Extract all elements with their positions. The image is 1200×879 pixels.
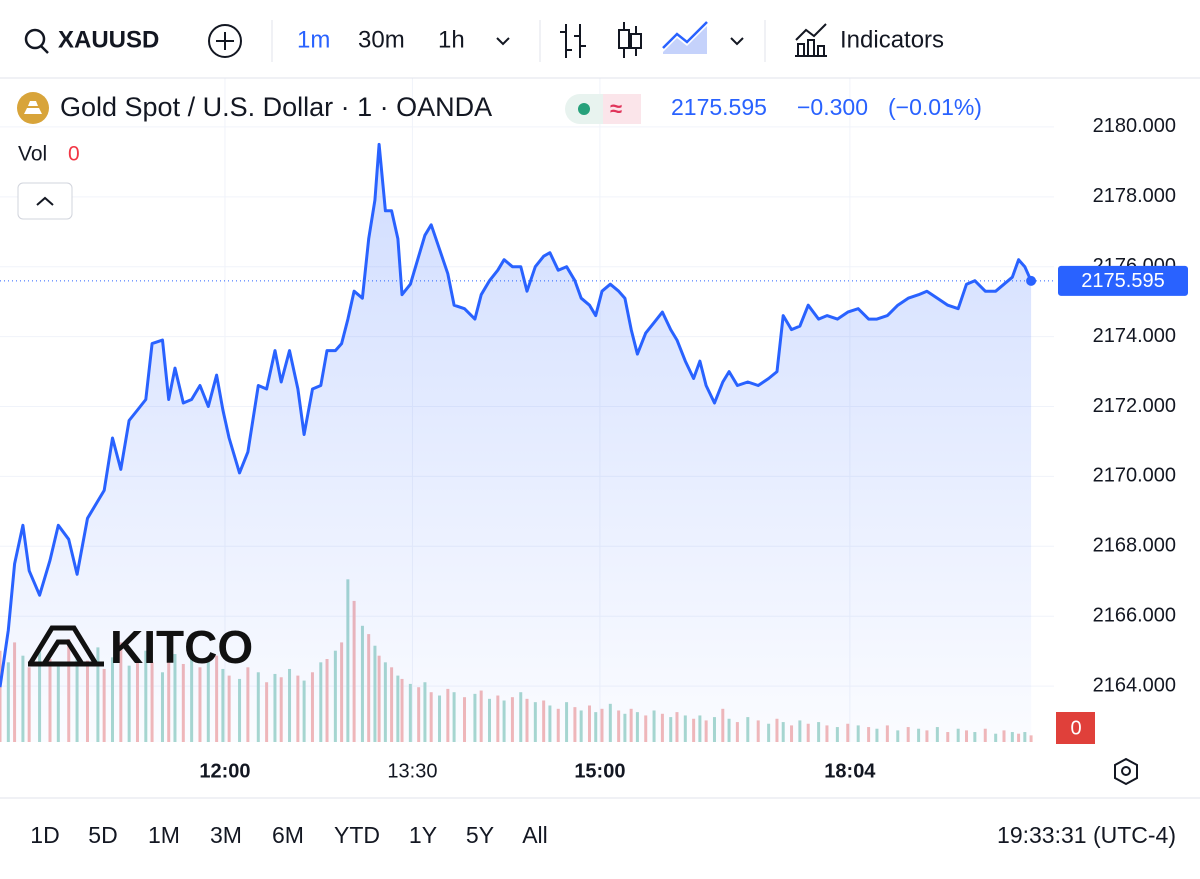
range-button[interactable]: 1Y: [409, 822, 437, 848]
toolbar: XAUUSD 1m 30m 1h Indicators: [0, 20, 1200, 79]
bars-icon[interactable]: [560, 24, 586, 58]
candles-icon: [630, 33, 642, 49]
x-tick-label: 18:04: [824, 760, 876, 782]
range-button[interactable]: YTD: [334, 822, 380, 848]
range-button[interactable]: All: [522, 822, 548, 848]
y-tick-label: 2164.000: [1093, 674, 1176, 696]
search-icon: [40, 45, 49, 54]
watermark: KITCO: [27, 621, 253, 673]
range-button[interactable]: 6M: [272, 822, 304, 848]
collapse-button[interactable]: [17, 182, 73, 220]
x-tick-label: 13:30: [387, 760, 437, 782]
delay-icon: ≈: [610, 96, 622, 121]
last-price: 2175.595: [671, 94, 767, 120]
chevron[interactable]: [730, 37, 744, 46]
change: −0.300: [797, 94, 868, 120]
y-tick-label: 2178.000: [1093, 185, 1176, 207]
y-tick-label: 2180.000: [1093, 115, 1176, 137]
price-tag-label: 2175.595: [1081, 270, 1164, 292]
settings-button[interactable]: [1114, 757, 1138, 786]
indicators-icon[interactable]: [795, 23, 827, 57]
y-tick-label: 2174.000: [1093, 325, 1176, 347]
y-tick-label: 2170.000: [1093, 465, 1176, 487]
area-icon[interactable]: [663, 26, 707, 54]
legend: Gold Spot / U.S. Dollar · 1 · OANDA ≈ 21…: [17, 92, 982, 220]
status-pill: [603, 94, 641, 124]
y-tick-label: 2166.000: [1093, 604, 1176, 626]
last-point: [1026, 275, 1037, 286]
symbol-title: Gold Spot / U.S. Dollar · 1 · OANDA: [60, 92, 492, 122]
plot-area: [0, 78, 1056, 742]
chevron[interactable]: [496, 37, 510, 46]
range-button[interactable]: 3M: [210, 822, 242, 848]
market-open-dot: [578, 103, 590, 115]
settings-icon: [1121, 766, 1131, 776]
range-bar: 1D 5D 1M 3M 6M YTD 1Y 5Y All: [30, 822, 547, 848]
range-button[interactable]: 5Y: [466, 822, 494, 848]
area-icon: [662, 21, 708, 49]
price-tag: [1058, 265, 1188, 296]
symbol[interactable]: XAUUSD: [58, 26, 159, 53]
add-icon: [216, 32, 234, 50]
y-tick-label: 2168.000: [1093, 535, 1176, 557]
vol-value: 0: [68, 143, 80, 166]
kitco-text: KITCO: [110, 621, 253, 673]
interval[interactable]: 1m: [297, 26, 330, 53]
collapse-icon: [36, 196, 54, 206]
x-tick-label: 15:00: [574, 760, 625, 782]
price-line: [0, 142, 1033, 688]
change-pct: (−0.01%): [888, 94, 982, 120]
volume-badge: [1056, 712, 1095, 744]
kitco-logo: [27, 625, 104, 667]
range-button[interactable]: 5D: [88, 822, 117, 848]
indicators-button[interactable]: Indicators: [840, 26, 944, 53]
y-tick-label: 2172.000: [1093, 395, 1176, 417]
symbol-icon: [24, 101, 42, 114]
candles-icon: [618, 29, 630, 49]
area-fill: [0, 144, 1032, 742]
range-button[interactable]: 1M: [148, 822, 180, 848]
add-symbol[interactable]: [208, 24, 242, 58]
range-button[interactable]: 1D: [30, 822, 59, 848]
interval[interactable]: 30m: [358, 26, 405, 53]
x-tick-label: 12:00: [199, 760, 250, 782]
vol-label: Vol: [18, 143, 47, 166]
search-icon[interactable]: [24, 28, 46, 50]
interval[interactable]: 1h: [438, 26, 465, 53]
clock: 19:33:31 (UTC-4): [997, 822, 1176, 848]
volume-badge-label: 0: [1070, 717, 1081, 739]
